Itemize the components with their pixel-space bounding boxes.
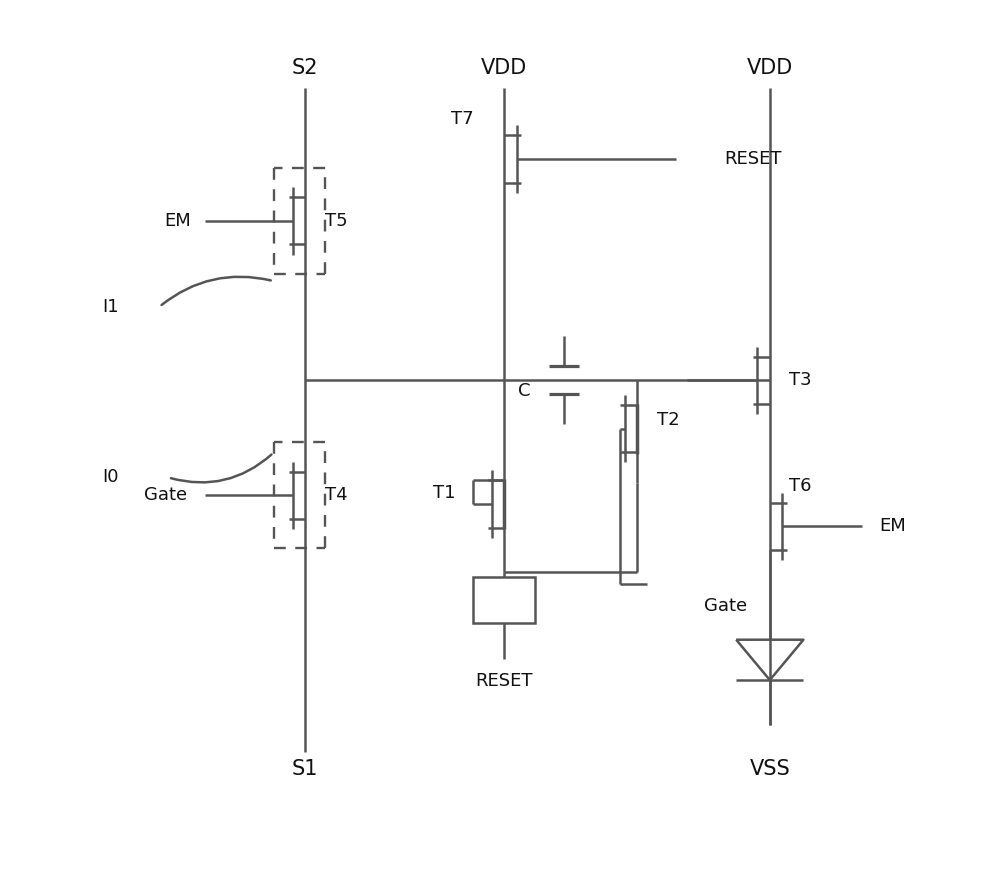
Text: S1: S1	[292, 759, 319, 780]
Text: T5: T5	[325, 212, 347, 230]
Text: Gate: Gate	[704, 597, 747, 614]
Text: VDD: VDD	[481, 58, 528, 78]
Text: EM: EM	[880, 517, 906, 535]
Text: Gate: Gate	[144, 486, 187, 505]
Text: T3: T3	[789, 371, 812, 389]
Text: I0: I0	[102, 469, 118, 487]
Text: T2: T2	[657, 411, 679, 429]
Text: RESET: RESET	[476, 672, 533, 690]
Text: I1: I1	[102, 297, 119, 316]
Bar	[473, 578, 535, 623]
Text: EM: EM	[165, 212, 191, 230]
Text: C: C	[518, 382, 530, 400]
Text: T4: T4	[325, 486, 347, 505]
Text: RESET: RESET	[725, 150, 782, 168]
Text: T6: T6	[789, 478, 812, 496]
Text: VDD: VDD	[747, 58, 793, 78]
Text: VSS: VSS	[749, 759, 790, 780]
Text: S2: S2	[292, 58, 319, 78]
Text: T7: T7	[451, 110, 473, 129]
Text: T1: T1	[433, 484, 456, 503]
